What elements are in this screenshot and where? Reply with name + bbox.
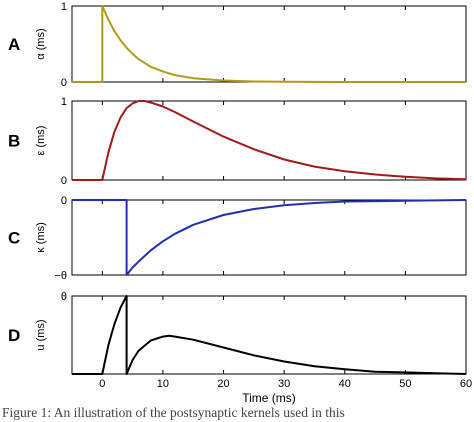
y-tick-label: 0 [61,77,67,89]
figure-caption: Figure 1: An illustration of the postsyn… [2,405,345,420]
x-tick-label: 40 [339,378,351,390]
y-axis-label-C: κ (ms) [35,222,47,253]
axes-frame-C [71,199,467,276]
series-line-A [72,5,466,83]
axes-frame-D [71,295,467,375]
panel-label-B: B [8,132,20,151]
y-axis-label-A: α (ms) [35,28,47,59]
x-tick-label: 60 [460,378,472,390]
series-line-B [72,100,467,181]
x-tick-label: 50 [399,378,411,390]
y-tick-label: 0 [61,175,67,187]
x-tick-label: 10 [157,378,169,390]
y-tick-label: 1 [61,96,67,108]
x-tick-label: 20 [217,378,229,390]
y-tick-label: 0 [61,195,67,207]
panel-label-C: C [8,229,20,248]
x-tick-label: 0 [99,378,105,390]
axes-frame-B [71,100,467,181]
panel-label-D: D [8,326,20,345]
axes-frame-A [71,5,467,83]
y-tick-label: −θ [54,270,67,282]
series-line-D [72,295,467,375]
series-line-C [72,199,467,276]
y-axis-label-B: ε (ms) [35,126,47,156]
y-axis-label-D: u (ms) [35,319,47,350]
y-tick-label: 1 [61,1,67,13]
x-axis-label: Time (ms) [242,391,296,405]
panel-label-A: A [8,35,20,54]
x-tick-label: 30 [278,378,290,390]
y-tick-label: θ [61,291,67,303]
